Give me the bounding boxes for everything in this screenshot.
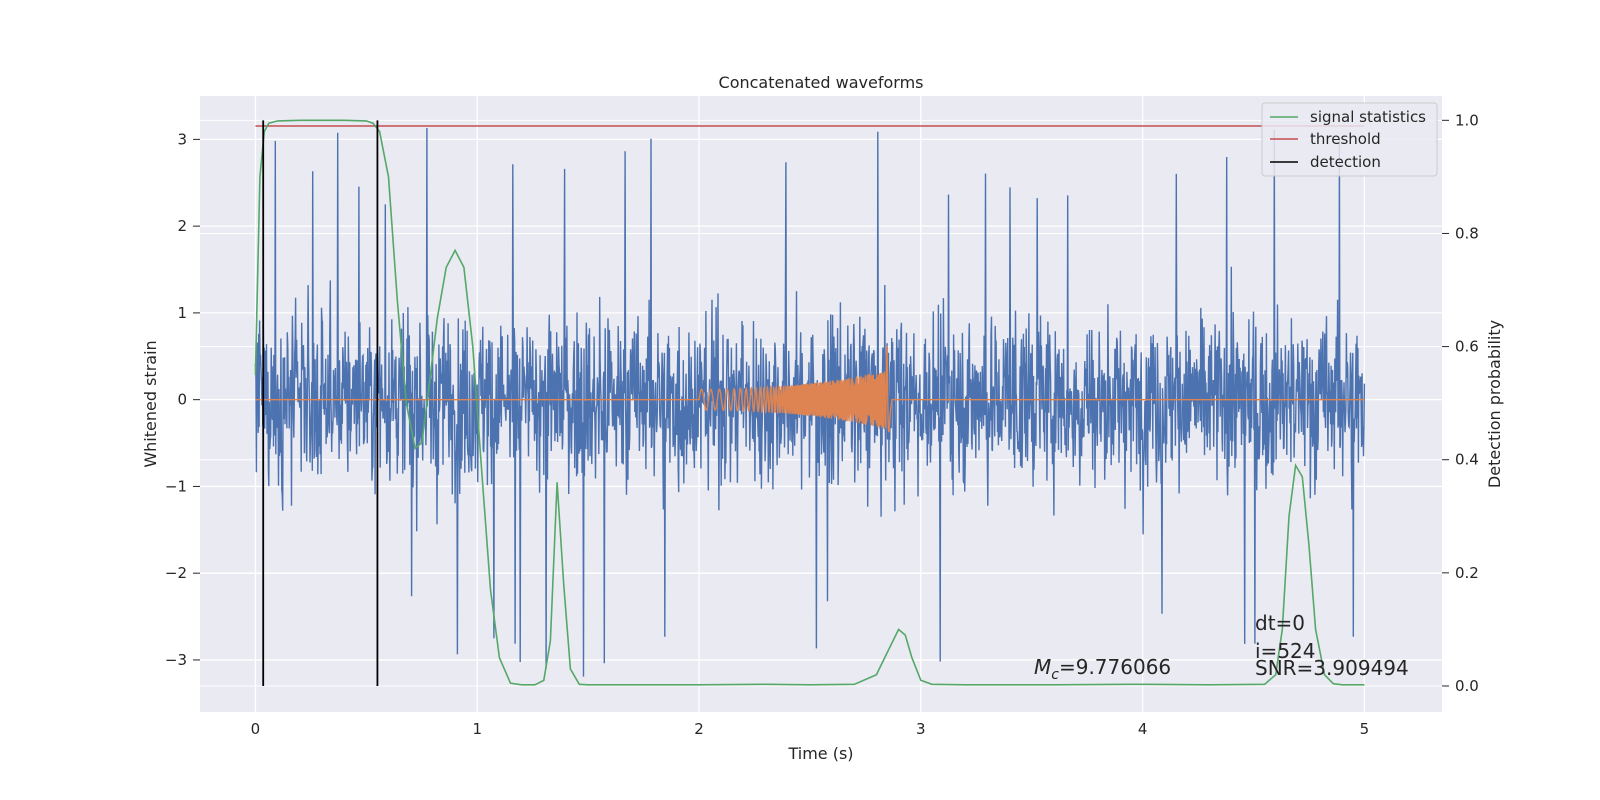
y-right-tick-label: 0.2 bbox=[1455, 564, 1479, 582]
y-right-axis-label: Detection probability bbox=[1485, 320, 1504, 488]
y-tick-label: −2 bbox=[165, 564, 187, 582]
annotation-chirp-mass: Mc=9.776066 bbox=[1034, 655, 1171, 683]
y-tick-label: 1 bbox=[177, 304, 187, 322]
y-tick-label: 0 bbox=[177, 391, 187, 409]
y-right-tick-label: 0.4 bbox=[1455, 451, 1479, 469]
y-axis-label: Whitened strain bbox=[141, 340, 160, 467]
y-tick-label: −3 bbox=[165, 651, 187, 669]
y-right-tick-label: 0.6 bbox=[1455, 338, 1479, 356]
y-right-tick-label: 1.0 bbox=[1455, 111, 1479, 129]
x-tick-label: 5 bbox=[1360, 720, 1370, 738]
x-tick-label: 4 bbox=[1138, 720, 1148, 738]
detection-lines bbox=[262, 120, 379, 686]
annotation-snr: SNR=3.909494 bbox=[1255, 656, 1409, 680]
legend: signal statistics threshold detection bbox=[1261, 102, 1438, 177]
annotation-chirp-mass-subscript: c bbox=[1051, 667, 1059, 683]
y-axis-ticks: −3 −2 −1 0 1 2 3 bbox=[165, 130, 200, 669]
x-axis-label: Time (s) bbox=[787, 744, 853, 763]
annotation-dt: dt=0 bbox=[1255, 611, 1305, 635]
x-tick-label: 0 bbox=[251, 720, 261, 738]
template-series-line bbox=[255, 345, 1365, 433]
y-right-tick-label: 0.0 bbox=[1455, 677, 1479, 695]
y-right-tick-label: 0.8 bbox=[1455, 224, 1479, 242]
y-tick-label: 3 bbox=[177, 130, 187, 148]
legend-label-signal-statistics: signal statistics bbox=[1310, 108, 1426, 126]
x-tick-label: 1 bbox=[472, 720, 482, 738]
x-tick-label: 3 bbox=[916, 720, 926, 738]
legend-label-threshold: threshold bbox=[1310, 130, 1381, 148]
x-tick-label: 2 bbox=[694, 720, 704, 738]
legend-label-detection: detection bbox=[1310, 153, 1381, 171]
strain-series-line bbox=[254, 127, 1366, 677]
y-tick-label: 2 bbox=[177, 217, 187, 235]
y-right-axis-ticks: 0.0 0.2 0.4 0.6 0.8 1.0 bbox=[1442, 111, 1479, 695]
annotation-chirp-mass-value: =9.776066 bbox=[1059, 655, 1171, 679]
chart-title: Concatenated waveforms bbox=[719, 73, 924, 92]
annotation-index: i=524 bbox=[1255, 639, 1316, 663]
x-axis-ticks: 0 1 2 3 4 5 bbox=[251, 720, 1369, 738]
annotation-chirp-mass-symbol: M bbox=[1034, 655, 1051, 679]
signal-statistics-series-line bbox=[254, 119, 1365, 686]
legend-frame bbox=[1261, 102, 1438, 177]
y-tick-label: −1 bbox=[165, 477, 187, 495]
